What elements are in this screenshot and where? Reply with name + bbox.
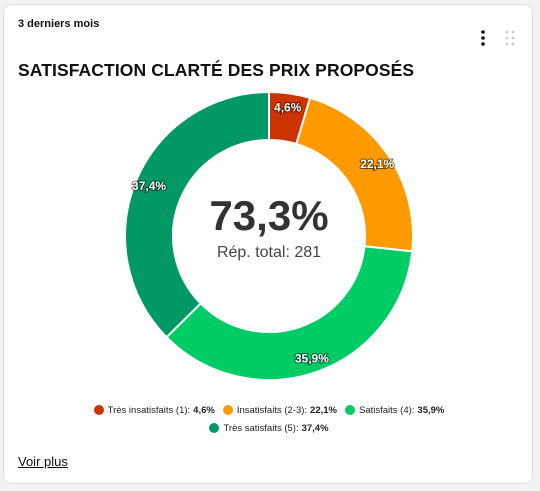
slice-insatisfaits-label: 22,1% <box>360 157 394 171</box>
slice-tres-satisfaits[interactable] <box>124 90 270 339</box>
legend: Très insatisfaits (1): 4,6% Insatisfaits… <box>4 401 534 437</box>
legend-label: Insatisfaits (2-3) <box>236 404 305 416</box>
legend-row-2: Très satisfaits (5): 37,4% <box>4 419 534 437</box>
vertical-dots-icon[interactable] <box>478 29 488 47</box>
legend-label: Très satisfaits (5) <box>223 422 296 434</box>
drag-handle-icon[interactable] <box>504 29 516 47</box>
legend-dot <box>93 405 104 415</box>
slice-satisfaits[interactable] <box>165 245 414 381</box>
legend-item-satisfaits[interactable]: Satisfaits (4): 35,9% <box>344 404 445 416</box>
donut-slices <box>124 90 414 381</box>
legend-dot <box>209 423 220 433</box>
voir-plus-link[interactable]: Voir plus <box>18 454 68 469</box>
legend-value: 4,6% <box>193 404 215 416</box>
legend-item-insatisfaits[interactable]: Insatisfaits (2-3): 22,1% <box>222 404 337 416</box>
slice-tres-satisfaits-label: 37,4% <box>132 179 166 193</box>
legend-value: 37,4% <box>301 422 329 434</box>
legend-dot <box>222 405 233 415</box>
legend-dot <box>344 405 355 415</box>
slice-tres-insatisfaits-label: 4,6% <box>274 100 302 114</box>
legend-item-tres-satisfaits[interactable]: Très satisfaits (5): 37,4% <box>209 422 329 434</box>
legend-row-1: Très insatisfaits (1): 4,6% Insatisfaits… <box>4 401 534 419</box>
slice-labels: 4,6% 22,1% 35,9% 37,4% <box>131 99 396 366</box>
legend-value: 35,9% <box>417 404 445 416</box>
legend-item-tres-insatisfaits[interactable]: Très insatisfaits (1): 4,6% <box>93 404 215 416</box>
slice-satisfaits-label: 35,9% <box>295 352 329 366</box>
center-subtitle: Rép. total: 281 <box>217 244 321 261</box>
legend-label: Satisfaits (4) <box>358 404 412 416</box>
donut-chart: 4,6% 22,1% 35,9% 37,4% 73,3% Rép. total: 28… <box>124 90 414 381</box>
legend-label: Très insatisfaits (1) <box>107 404 188 416</box>
widget-card: 3 derniers mois SATISFACTION CLARTÉ DES … <box>3 4 533 484</box>
legend-value: 22,1% <box>310 404 337 416</box>
chart-title: SATISFACTION CLARTÉ DES PRIX PROPOSÉS <box>18 60 415 80</box>
center-value: 73,3% <box>209 192 328 239</box>
period-label: 3 derniers mois <box>18 18 100 30</box>
